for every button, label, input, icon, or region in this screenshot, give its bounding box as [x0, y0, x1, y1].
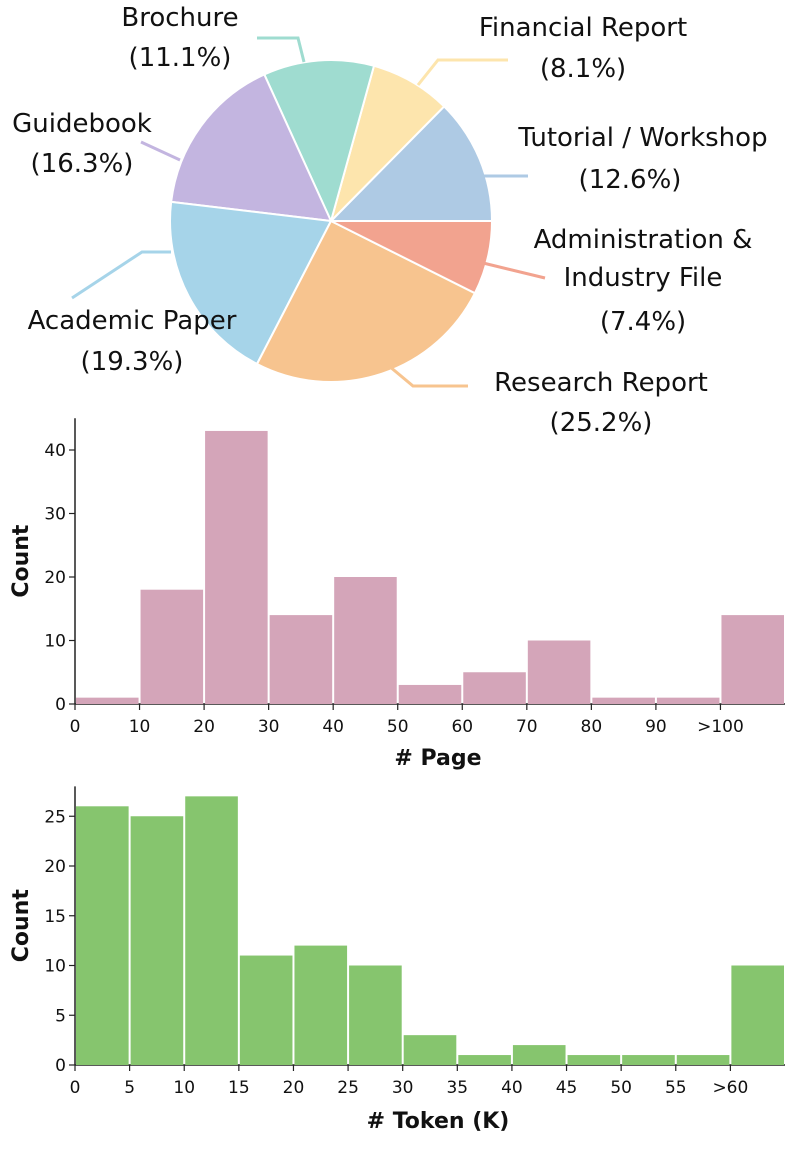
y-tick-label: 30	[44, 505, 66, 525]
pie-label-name: Guidebook	[12, 109, 152, 139]
pie-leader-line	[71, 250, 171, 300]
pie-label-percent: (11.1%)	[129, 43, 232, 73]
bar	[527, 640, 591, 704]
bar	[140, 589, 204, 704]
bar	[334, 577, 397, 704]
bar	[269, 615, 333, 704]
x-tick-label: 30	[392, 1078, 414, 1098]
pie-leader-line	[140, 140, 181, 162]
x-tick-label: 55	[665, 1078, 687, 1098]
x-tick-label: 40	[501, 1078, 523, 1098]
x-tick-label: 10	[129, 717, 151, 737]
x-tick-label: 20	[193, 717, 215, 737]
x-axis-title: # Page	[394, 746, 481, 771]
bar	[721, 615, 784, 704]
bar	[622, 1055, 675, 1065]
bar	[656, 697, 720, 704]
bar	[185, 796, 238, 1065]
x-tick-label: 0	[70, 717, 81, 737]
y-tick-label: 10	[44, 632, 66, 652]
x-tick-label: 40	[322, 717, 344, 737]
bar	[76, 806, 129, 1065]
x-tick-label: 15	[228, 1078, 250, 1098]
pie-label-percent: (19.3%)	[81, 347, 184, 377]
x-tick-label: >100	[697, 717, 744, 737]
token-count-histogram: 0 5 10 15 20 25 0 5 10 15 20 25 30 35 40 45 50 55 >60 # Tok…	[9, 786, 785, 1134]
bar	[403, 1035, 457, 1065]
y-tick-label: 5	[55, 1006, 66, 1026]
pie-label-name: Industry File	[564, 263, 723, 293]
pie-label-percent: (16.3%)	[31, 149, 134, 179]
x-tick-label: 45	[556, 1078, 578, 1098]
x-tick-label: 70	[516, 717, 538, 737]
x-tick-label: 90	[645, 717, 667, 737]
x-tick-label: 5	[124, 1078, 135, 1098]
pie-slice-research-report	[255, 219, 477, 383]
bar	[592, 697, 655, 704]
x-tick-label: 80	[581, 717, 603, 737]
pie-label-percent: (8.1%)	[540, 54, 626, 84]
x-axis-title: # Token (K)	[367, 1109, 510, 1134]
y-tick-label: 10	[44, 957, 66, 977]
pie-label-percent: (7.4%)	[600, 307, 686, 337]
pie-label-name: Brochure	[121, 3, 238, 33]
bar	[294, 945, 348, 1065]
pie-label-name: Financial Report	[479, 13, 687, 43]
bar	[205, 430, 268, 704]
bar	[512, 1045, 566, 1065]
pie-label-name: Administration &	[534, 225, 753, 255]
pie-label-name: Tutorial / Workshop	[517, 123, 767, 153]
bar	[349, 965, 402, 1065]
bar	[76, 697, 139, 704]
y-axis-title: Count	[9, 889, 34, 963]
bar	[731, 965, 784, 1065]
pie-label-percent: (12.6%)	[579, 165, 682, 195]
pie-leader-line	[478, 260, 546, 280]
y-axis-title: Count	[9, 524, 34, 598]
pie-leader-line	[257, 36, 306, 63]
bar	[130, 816, 184, 1065]
bar	[463, 672, 526, 704]
pie-label-name: Research Report	[494, 368, 708, 398]
bar	[398, 684, 462, 704]
pie-label-percent: (25.2%)	[550, 408, 653, 438]
bar	[676, 1055, 730, 1065]
x-tick-label: 60	[451, 717, 473, 737]
x-tick-label: 30	[258, 717, 280, 737]
bar	[239, 955, 293, 1065]
y-tick-label: 0	[55, 695, 66, 715]
y-tick-label: 0	[55, 1056, 66, 1076]
pie-slice-brochure	[262, 59, 376, 224]
bar	[458, 1055, 511, 1065]
x-tick-label: 50	[387, 717, 409, 737]
bar	[567, 1055, 621, 1065]
pie-leader-line	[416, 58, 508, 86]
x-tick-label: 0	[70, 1078, 81, 1098]
x-tick-label: >60	[712, 1078, 748, 1098]
pie-slice-guidebook	[170, 73, 333, 223]
pie-label-name: Academic Paper	[28, 306, 237, 336]
y-tick-label: 15	[44, 907, 66, 927]
x-tick-label: 20	[283, 1078, 305, 1098]
pie-leader-line	[382, 359, 468, 388]
y-tick-label: 20	[44, 568, 66, 588]
x-tick-label: 10	[173, 1078, 195, 1098]
x-tick-label: 25	[337, 1078, 359, 1098]
pie-slice-academic-paper	[169, 200, 333, 366]
pie-slice-tutorial-workshop	[328, 105, 494, 222]
y-tick-label: 40	[44, 441, 66, 461]
pie-chart: Tutorial / Workshop (12.6%) Financial Repo…	[12, 3, 767, 438]
y-tick-label: 25	[44, 807, 66, 827]
y-tick-label: 20	[44, 857, 66, 877]
pie-slice-administration-industry-file	[330, 220, 494, 295]
page-count-histogram: 0 10 20 30 40 0 10 20 30 40 50 60 70 80 90 >100 # Page Co…	[9, 418, 785, 771]
x-tick-label: 35	[446, 1078, 468, 1098]
x-tick-label: 50	[610, 1078, 632, 1098]
